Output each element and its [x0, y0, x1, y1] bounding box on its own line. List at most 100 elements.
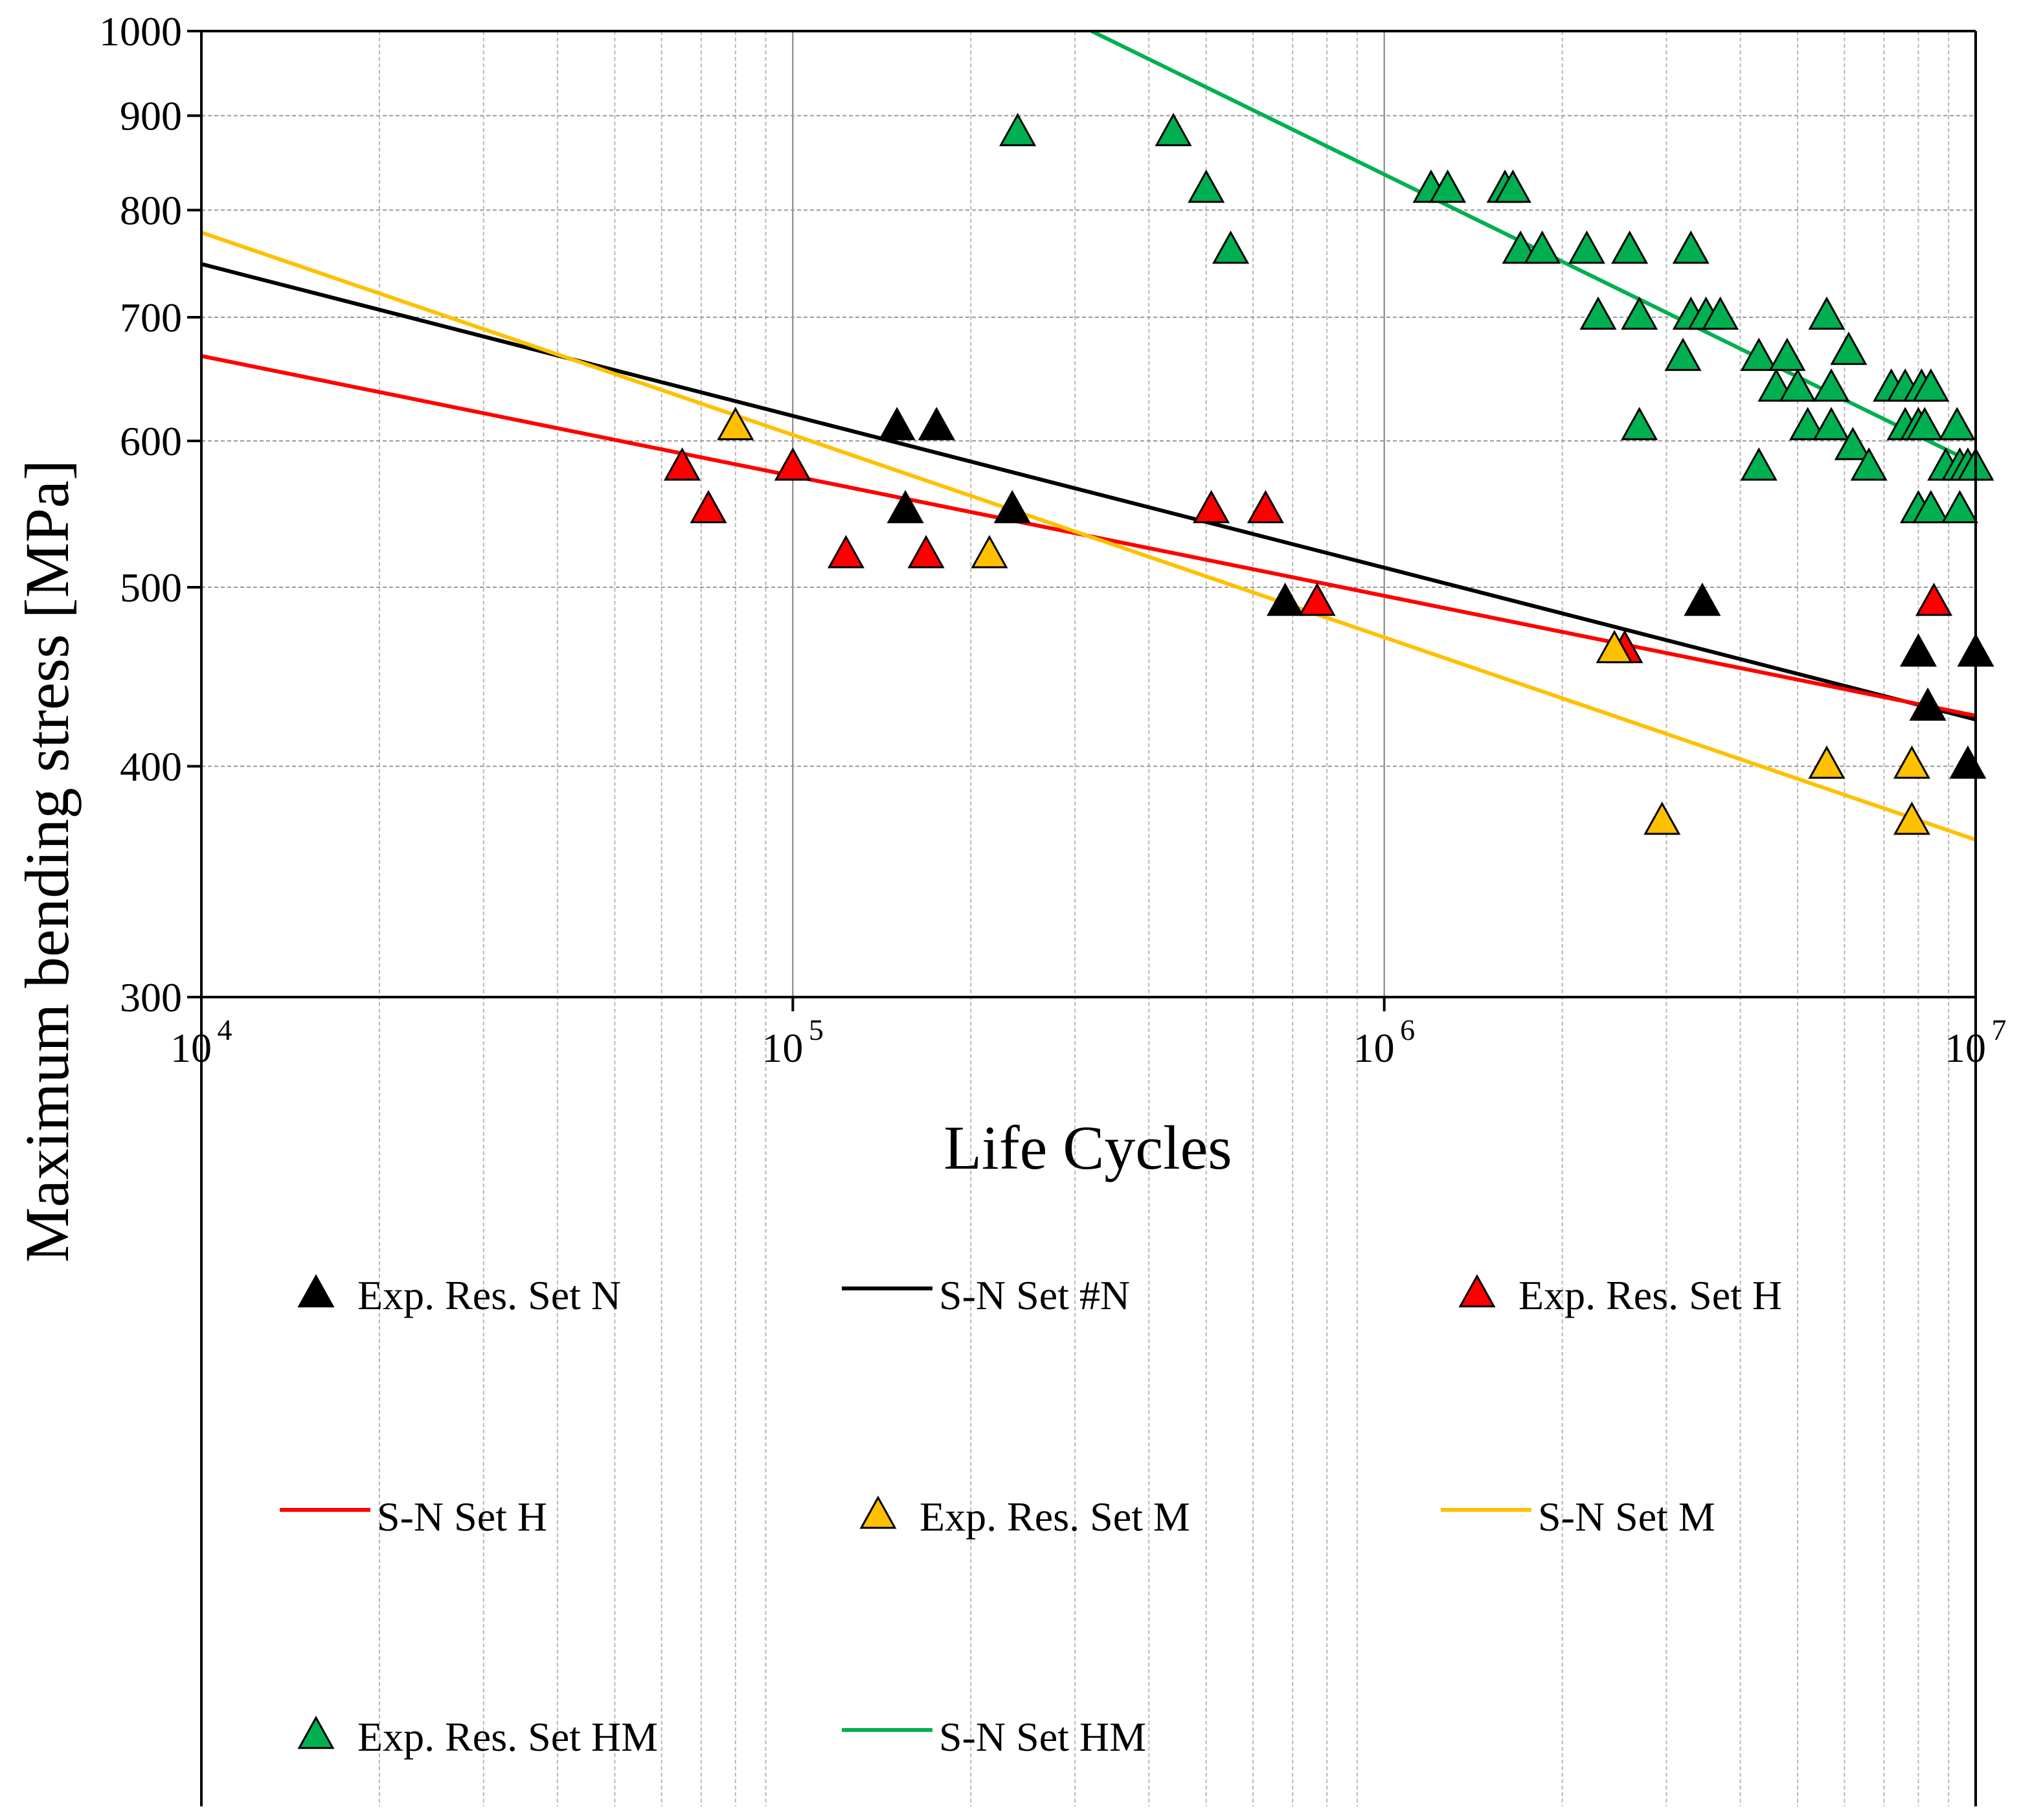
data-point-exp-res-set-hm: [1912, 489, 1950, 524]
legend: Exp. Res. Set N S-N Set #N Exp. Res. Set H…: [280, 1272, 1782, 1760]
y-tick-label: 600: [120, 418, 182, 464]
data-point-exp-res-set-hm: [1830, 331, 1868, 365]
data-point-exp-res-set-n: [1909, 687, 1947, 721]
data-point-exp-res-set-h: [690, 489, 727, 524]
legend-item-s-n-set-m: S-N Set M: [1441, 1494, 1715, 1540]
legend-label: S-N Set HM: [939, 1714, 1146, 1760]
data-point-exp-res-set-n: [918, 407, 955, 440]
x-tick-exponent: 7: [1992, 1013, 2007, 1046]
data-point-exp-res-set-hm: [1779, 368, 1816, 402]
legend-label: S-N Set H: [377, 1494, 547, 1540]
legend-label: S-N Set #N: [939, 1272, 1130, 1318]
legend-item-s-n-set-h: S-N Set H: [280, 1494, 547, 1540]
x-tick-exponent: 6: [1400, 1013, 1415, 1046]
legend-marker: [297, 1274, 335, 1308]
data-point-exp-res-set-hm: [1941, 489, 1979, 524]
data-point-exp-res-set-h: [1915, 582, 1953, 616]
data-point-exp-res-set-hm: [1740, 337, 1778, 371]
grid-lines: [201, 30, 1976, 1806]
legend-item-exp-res-set-m: Exp. Res. Set M: [859, 1494, 1190, 1540]
data-point-exp-res-set-h: [663, 447, 701, 481]
x-tick-label: 10: [170, 1025, 212, 1071]
y-tick-label: 800: [120, 188, 182, 234]
data-point-exp-res-set-m: [1893, 745, 1930, 779]
data-point-exp-res-set-hm: [1621, 296, 1658, 330]
y-tick-label: 700: [120, 295, 182, 341]
x-tick-exponent: 5: [809, 1013, 824, 1046]
data-point-exp-res-set-hm: [1834, 427, 1871, 460]
y-tick-label: 1000: [99, 8, 182, 54]
data-point-exp-res-set-n: [1899, 633, 1937, 667]
sn-line-s-n-set-n: [201, 262, 1976, 722]
data-point-exp-res-set-hm: [1568, 230, 1605, 264]
y-tick-label: 400: [120, 743, 182, 789]
data-point-exp-res-set-hm: [1664, 337, 1702, 371]
data-point-exp-res-set-hm: [1611, 230, 1649, 264]
legend-label: Exp. Res. Set HM: [357, 1714, 658, 1760]
data-point-exp-res-set-hm: [1494, 169, 1531, 203]
data-point-exp-res-set-hm: [1812, 407, 1850, 440]
y-tick-label: 900: [120, 93, 182, 139]
data-point-exp-res-set-n: [1267, 582, 1304, 616]
x-tick-exponent: 4: [218, 1013, 232, 1046]
data-point-exp-res-set-hm: [999, 113, 1037, 146]
data-point-exp-res-set-hm: [1212, 230, 1250, 264]
data-point-exp-res-set-h: [1193, 489, 1230, 524]
data-point-exp-res-set-hm: [1672, 230, 1710, 264]
data-point-exp-res-set-hm: [1524, 230, 1561, 264]
data-point-exp-res-set-h: [1247, 489, 1284, 524]
legend-marker: [859, 1495, 897, 1529]
data-point-exp-res-set-hm: [1188, 169, 1225, 203]
y-tick-label: 300: [120, 974, 182, 1020]
data-point-exp-res-set-m: [717, 407, 754, 440]
legend-label: Exp. Res. Set N: [357, 1272, 621, 1318]
legend-marker: [1458, 1274, 1496, 1308]
data-point-exp-res-set-n: [886, 489, 924, 524]
data-point-exp-res-set-hm: [1621, 407, 1658, 440]
legend-item-s-n-set-hm: S-N Set HM: [842, 1714, 1146, 1760]
data-point-exp-res-set-hm: [1429, 169, 1467, 203]
data-point-exp-res-set-hm: [1579, 296, 1617, 330]
data-point-exp-res-set-hm: [1906, 407, 1943, 440]
data-point-exp-res-set-h: [1298, 582, 1336, 616]
plot-frame: [187, 30, 1977, 1806]
data-point-exp-res-set-hm: [1850, 447, 1888, 481]
legend-label: Exp. Res. Set M: [920, 1494, 1190, 1540]
data-point-exp-res-set-m: [1893, 801, 1930, 835]
x-tick-label: 10: [1945, 1025, 1986, 1071]
data-point-exp-res-set-hm: [1812, 368, 1850, 402]
data-point-exp-res-set-n: [878, 407, 916, 440]
data-point-exp-res-set-hm: [1702, 296, 1739, 330]
legend-label: Exp. Res. Set H: [1518, 1272, 1782, 1318]
legend-item-exp-res-set-h: Exp. Res. Set H: [1458, 1272, 1782, 1318]
data-point-exp-res-set-hm: [1938, 407, 1976, 440]
x-axis-title: Life Cycles: [943, 1113, 1232, 1182]
y-axis-title: Maximum bending stress [MPa]: [12, 460, 82, 1263]
data-point-exp-res-set-m: [971, 535, 1008, 568]
experimental-points: [663, 113, 1994, 835]
data-point-exp-res-set-hm: [1912, 368, 1950, 402]
data-point-exp-res-set-m: [1808, 745, 1846, 779]
data-point-exp-res-set-n: [1684, 582, 1721, 616]
data-point-exp-res-set-h: [827, 535, 864, 568]
data-point-exp-res-set-hm: [1789, 407, 1827, 440]
data-point-exp-res-set-m: [1643, 801, 1681, 835]
data-point-exp-res-set-m: [1596, 629, 1633, 664]
legend-item-exp-res-set-n: Exp. Res. Set N: [297, 1272, 621, 1318]
data-point-exp-res-set-h: [774, 447, 811, 481]
data-point-exp-res-set-n: [1949, 745, 1987, 779]
data-point-exp-res-set-h: [907, 535, 945, 568]
sn-line-s-n-set-m: [201, 230, 1976, 842]
x-tick-label: 10: [1353, 1025, 1395, 1071]
data-point-exp-res-set-n: [993, 489, 1031, 524]
data-point-exp-res-set-hm: [1740, 447, 1778, 481]
legend-item-s-n-set-n: S-N Set #N: [842, 1272, 1130, 1318]
data-point-exp-res-set-hm: [1808, 296, 1846, 330]
legend-marker: [297, 1715, 335, 1749]
legend-item-exp-res-set-hm: Exp. Res. Set HM: [297, 1714, 658, 1760]
y-tick-label: 500: [120, 565, 182, 611]
x-tick-label: 10: [762, 1025, 803, 1071]
